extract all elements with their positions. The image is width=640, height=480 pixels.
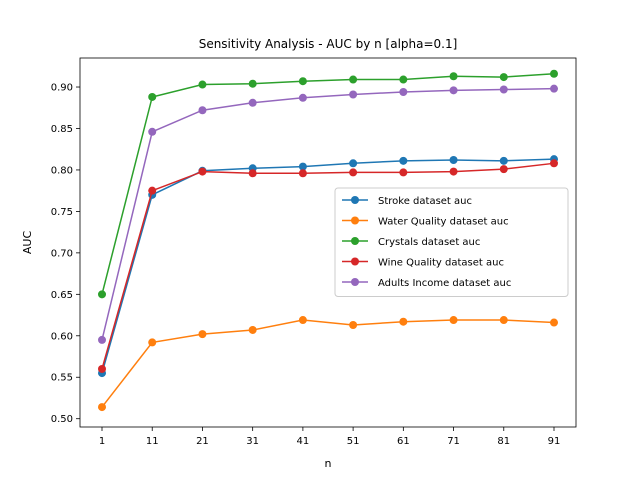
axes: 1 11 21 31 41 51 61 71 81 910.500.550.600.650.700…: [51, 57, 577, 447]
y-tick-label: 0.70: [51, 248, 73, 259]
legend-entry: Wine Quality dataset auc: [342, 257, 504, 269]
series-2: [98, 69, 558, 299]
series-line: [101, 73, 555, 295]
data-point: [98, 364, 106, 373]
x-tick-label: 51: [347, 436, 360, 447]
data-point: [148, 186, 157, 195]
data-point: [399, 156, 408, 165]
data-point: [298, 169, 307, 178]
data-point: [98, 403, 106, 412]
data-point: [248, 169, 257, 178]
series-line: [101, 87, 555, 341]
data-point: [449, 316, 458, 325]
y-tick-label: 0.60: [51, 331, 73, 342]
data-point: [198, 167, 207, 176]
legend-marker: [351, 196, 359, 204]
data-point: [399, 317, 408, 326]
axes-frame: [79, 57, 577, 428]
data-point: [148, 92, 157, 101]
x-tick-label: 61: [397, 436, 410, 447]
data-point: [349, 75, 358, 84]
data-point: [550, 159, 558, 168]
y-tick-label: 0.90: [51, 83, 73, 94]
x-tick-label: 81: [497, 436, 510, 447]
data-point: [499, 73, 508, 82]
y-tick-label: 0.80: [51, 165, 73, 176]
y-tick-label: 0.50: [51, 414, 73, 425]
legend-marker: [351, 257, 359, 266]
plot-area: [98, 69, 558, 412]
data-point: [349, 168, 358, 177]
data-point: [198, 106, 207, 115]
data-point: [550, 69, 558, 78]
x-tick-label: 71: [447, 436, 460, 447]
data-point: [248, 79, 257, 88]
series-line: [101, 162, 555, 370]
legend-box: [334, 187, 569, 297]
legend-label: Water Quality dataset auc: [378, 217, 509, 228]
series-line: [101, 319, 555, 408]
series-line: [101, 158, 555, 374]
legend-marker: [351, 216, 359, 225]
legend-label: Crystals dataset auc: [378, 237, 480, 248]
legend-entry: Stroke dataset auc: [342, 196, 472, 207]
series-3: [98, 159, 558, 373]
x-tick-label: 21: [196, 436, 209, 447]
data-point: [349, 321, 358, 330]
legend-entry: Crystals dataset auc: [342, 237, 480, 248]
data-point: [449, 167, 458, 176]
x-tick-label: 31: [246, 436, 259, 447]
series-0: [98, 155, 558, 378]
y-tick-label: 0.65: [51, 290, 73, 301]
data-point: [98, 335, 106, 344]
data-point: [550, 84, 558, 93]
series-4: [98, 84, 558, 344]
data-point: [449, 86, 458, 95]
data-point: [298, 316, 307, 325]
x-tick-label: 11: [146, 436, 159, 447]
series-1: [98, 316, 558, 412]
x-tick-label: 1: [99, 436, 105, 447]
x-axis-title: n: [325, 457, 332, 470]
data-point: [349, 90, 358, 99]
legend-entry: Water Quality dataset auc: [342, 216, 509, 228]
data-point: [98, 290, 106, 299]
data-point: [499, 156, 508, 165]
x-tick-label: 41: [297, 436, 310, 447]
data-point: [148, 127, 157, 136]
legend-entry: Adults Income dataset auc: [342, 278, 511, 289]
x-tick-label: 91: [548, 436, 561, 447]
legend-marker: [351, 237, 359, 245]
data-point: [248, 325, 257, 334]
data-point: [349, 159, 358, 168]
data-point: [449, 72, 458, 81]
legend-label: Adults Income dataset auc: [378, 278, 511, 289]
chart-title: Sensitivity Analysis - AUC by n [alpha=0…: [199, 37, 458, 51]
data-point: [148, 338, 157, 347]
y-tick-label: 0.75: [51, 207, 73, 218]
data-point: [298, 77, 307, 86]
y-tick-label: 0.55: [51, 373, 73, 384]
legend: Stroke dataset auc Water Quality dataset …: [334, 187, 569, 297]
data-point: [198, 330, 207, 339]
legend-marker: [351, 278, 359, 286]
data-point: [399, 168, 408, 177]
data-point: [499, 316, 508, 325]
data-point: [298, 162, 307, 171]
legend-label: Wine Quality dataset auc: [378, 258, 504, 269]
data-point: [198, 80, 207, 89]
data-point: [449, 155, 458, 164]
data-point: [499, 85, 508, 94]
y-axis-title: AUC: [21, 231, 34, 255]
data-point: [298, 93, 307, 102]
data-point: [499, 165, 508, 174]
data-point: [399, 87, 408, 96]
y-tick-label: 0.85: [51, 124, 73, 135]
data-point: [248, 98, 257, 107]
data-point: [399, 75, 408, 84]
legend-label: Stroke dataset auc: [378, 196, 472, 207]
data-point: [550, 318, 558, 327]
